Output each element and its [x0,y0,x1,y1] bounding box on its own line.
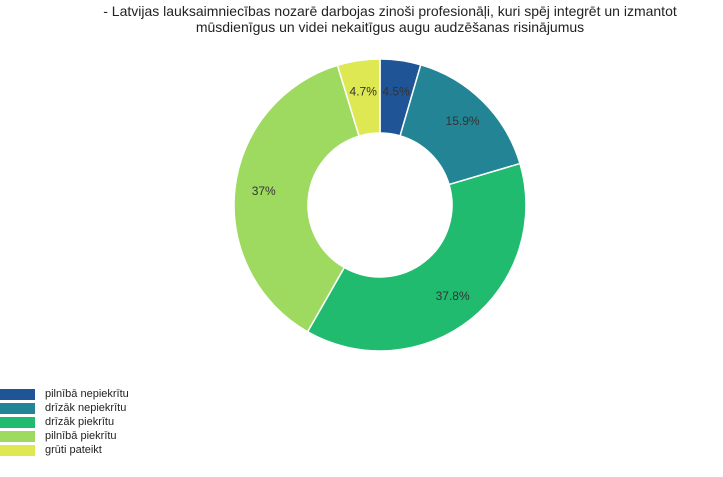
legend-swatch [0,402,35,414]
slice-label-pilniba-piekritu: 37% [252,184,276,198]
legend-item-pilniba-nepiekritu[interactable]: pilnībā nepiekrītu [0,387,129,401]
legend-swatch [0,430,35,442]
slice-label-drizak-piekritu: 37.8% [436,289,470,303]
donut-slices [233,58,527,352]
legend-item-gruti-pateikt[interactable]: grūti pateikt [0,443,129,457]
chart-title-line-1: - Latvijas lauksaimniecības nozarē darbo… [103,3,677,19]
chart-title: - Latvijas lauksaimniecības nozarē darbo… [0,3,723,35]
slice-label-pilniba-nepiekritu: 4.5% [382,84,410,98]
donut-slice-labels: 4.5% 15.9% 37.8% 37% 4.7% [252,84,480,303]
slice-label-gruti-pateikt: 4.7% [350,84,378,98]
legend-swatch [0,416,35,428]
legend-item-drizak-nepiekritu[interactable]: drīzāk nepiekrītu [0,401,129,415]
legend-label: pilnībā nepiekrītu [45,388,129,400]
legend-label: grūti pateikt [45,444,102,456]
legend-item-drizak-piekritu[interactable]: drīzāk piekrītu [0,415,129,429]
donut-slice-pilniba-piekritu[interactable] [233,64,360,333]
legend-swatch [0,388,35,400]
legend: pilnībā nepiekrītu drīzāk nepiekrītu drī… [0,387,129,457]
legend-label: pilnībā piekrītu [45,430,117,442]
legend-swatch [0,444,35,456]
slice-label-drizak-nepiekritu: 15.9% [446,114,480,128]
legend-item-pilniba-piekritu[interactable]: pilnībā piekrītu [0,429,129,443]
legend-label: drīzāk piekrītu [45,416,115,428]
legend-label: drīzāk nepiekrītu [45,402,127,414]
donut-slice-drizak-piekritu[interactable] [306,162,527,352]
chart-title-line-2: mūsdienīgus un videi nekaitīgus augu aud… [195,19,585,35]
donut-slice-gruti-pateikt[interactable] [336,58,381,138]
